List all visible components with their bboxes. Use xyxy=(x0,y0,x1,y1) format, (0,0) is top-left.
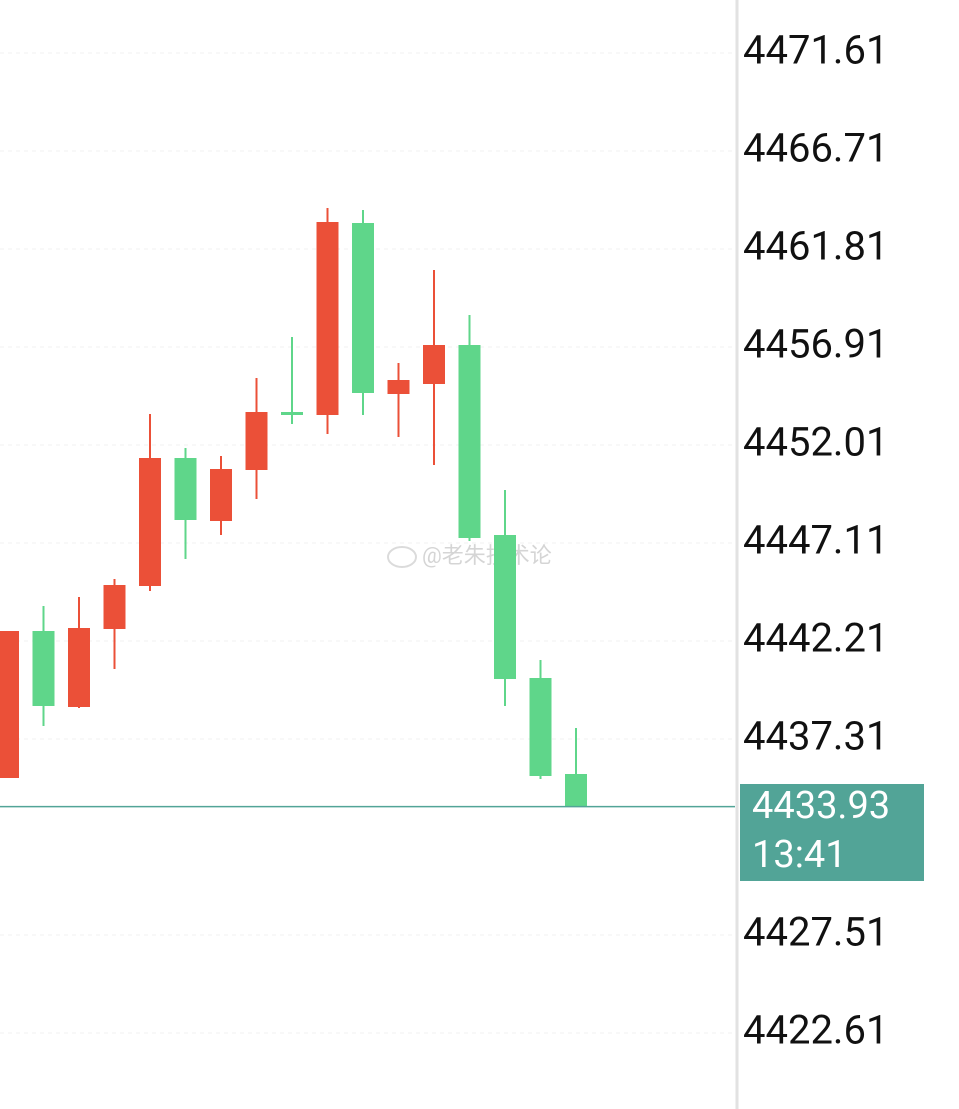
y-tick-label: 4461.81 xyxy=(743,223,888,270)
candle-body xyxy=(565,774,587,807)
candle-body xyxy=(281,412,303,415)
y-tick-label: 4471.61 xyxy=(743,27,888,74)
y-tick-label: 4437.31 xyxy=(743,713,888,760)
candle-body xyxy=(0,631,19,778)
last-price-label: 4433.93 xyxy=(752,784,890,828)
candle-body xyxy=(210,469,232,521)
candle-body xyxy=(139,458,161,586)
candle-body xyxy=(103,585,126,629)
watermark-text: @老朱技术论 xyxy=(422,544,552,569)
candle-body xyxy=(423,345,445,384)
candle-body xyxy=(32,631,55,706)
y-tick-label: 4447.11 xyxy=(743,517,888,564)
y-tick-label: 4427.51 xyxy=(743,909,888,956)
candle-body xyxy=(174,458,197,520)
y-tick-label: 4456.91 xyxy=(743,321,888,368)
candle-body xyxy=(68,628,90,707)
last-price-time: 13:41 xyxy=(752,833,847,877)
y-tick-label: 4422.61 xyxy=(743,1007,888,1054)
candle-body xyxy=(316,222,339,415)
candle-body xyxy=(529,678,552,776)
candle-body xyxy=(458,345,481,538)
candle-body xyxy=(387,380,410,394)
y-tick-label: 4442.21 xyxy=(743,615,888,662)
candle-body xyxy=(245,412,268,470)
candle-body xyxy=(494,535,516,679)
candle-body xyxy=(352,223,374,393)
watermark: @老朱技术论 xyxy=(387,544,552,569)
watermark-icon xyxy=(387,546,417,568)
y-tick-label: 4452.01 xyxy=(743,419,888,466)
y-tick-label: 4466.71 xyxy=(743,125,888,172)
last-price-box xyxy=(740,784,924,881)
